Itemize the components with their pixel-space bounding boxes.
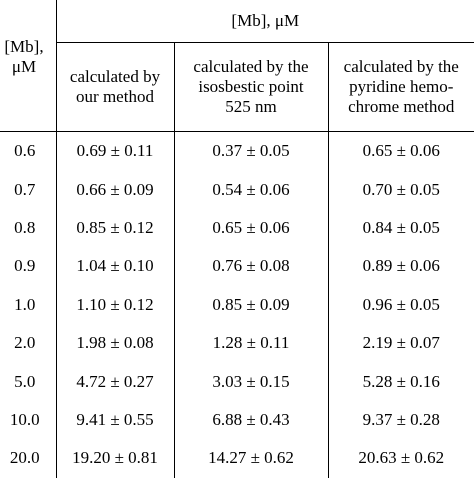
cell-mb-value: 5.0: [0, 362, 56, 400]
cell-pyridine: 2.19 ± 0.07: [328, 324, 474, 362]
cell-pyridine: 0.96 ± 0.05: [328, 286, 474, 324]
cell-isosbestic: 0.37 ± 0.05: [174, 132, 328, 171]
cell-our-method: 9.41 ± 0.55: [56, 401, 174, 439]
cell-pyridine: 0.89 ± 0.06: [328, 247, 474, 285]
cell-isosbestic: 0.76 ± 0.08: [174, 247, 328, 285]
cell-mb-value: 0.7: [0, 170, 56, 208]
cell-mb-value: 0.8: [0, 209, 56, 247]
header-col-pyridine-line2: pyridine hemo-: [329, 77, 474, 97]
cell-our-method: 19.20 ± 0.81: [56, 439, 174, 477]
cell-our-method: 4.72 ± 0.27: [56, 362, 174, 400]
cell-pyridine: 0.84 ± 0.05: [328, 209, 474, 247]
cell-isosbestic: 1.28 ± 0.11: [174, 324, 328, 362]
cell-isosbestic: 6.88 ± 0.43: [174, 401, 328, 439]
header-col-pyridine-line3: chrome method: [329, 97, 474, 117]
header-col-pyridine: calculated by the pyridine hemo- chrome …: [328, 43, 474, 132]
cell-pyridine: 20.63 ± 0.62: [328, 439, 474, 477]
cell-mb-value: 2.0: [0, 324, 56, 362]
cell-mb-value: 0.9: [0, 247, 56, 285]
cell-our-method: 1.04 ± 0.10: [56, 247, 174, 285]
header-col-isosbestic-line1: calculated by the: [175, 57, 328, 77]
header-group-mb-um: [Mb], μM: [56, 0, 474, 43]
header-mb-line1: [Mb],: [0, 37, 48, 57]
header-mb-line2: μM: [0, 57, 48, 77]
cell-mb-value: 1.0: [0, 286, 56, 324]
header-col-our-method-line2: our method: [57, 87, 174, 107]
header-col-isosbestic-line2: isosbestic point: [175, 77, 328, 97]
header-col-our-method: calculated by our method: [56, 43, 174, 132]
cell-isosbestic: 0.54 ± 0.06: [174, 170, 328, 208]
cell-isosbestic: 0.65 ± 0.06: [174, 209, 328, 247]
header-col-isosbestic: calculated by the isosbestic point 525 n…: [174, 43, 328, 132]
header-col-isosbestic-line3: 525 nm: [175, 97, 328, 117]
cell-isosbestic: 3.03 ± 0.15: [174, 362, 328, 400]
cell-our-method: 0.85 ± 0.12: [56, 209, 174, 247]
cell-pyridine: 9.37 ± 0.28: [328, 401, 474, 439]
cell-our-method: 1.10 ± 0.12: [56, 286, 174, 324]
cell-pyridine: 5.28 ± 0.16: [328, 362, 474, 400]
header-col-pyridine-line1: calculated by the: [329, 57, 474, 77]
header-mb-concentration: [Mb], μM: [0, 0, 56, 132]
cell-isosbestic: 0.85 ± 0.09: [174, 286, 328, 324]
cell-mb-value: 0.6: [0, 132, 56, 171]
cell-isosbestic: 14.27 ± 0.62: [174, 439, 328, 477]
cell-pyridine: 0.70 ± 0.05: [328, 170, 474, 208]
header-col-our-method-line1: calculated by: [57, 67, 174, 87]
cell-mb-value: 20.0: [0, 439, 56, 477]
cell-our-method: 1.98 ± 0.08: [56, 324, 174, 362]
cell-mb-value: 10.0: [0, 401, 56, 439]
cell-our-method: 0.66 ± 0.09: [56, 170, 174, 208]
cell-pyridine: 0.65 ± 0.06: [328, 132, 474, 171]
cell-our-method: 0.69 ± 0.11: [56, 132, 174, 171]
